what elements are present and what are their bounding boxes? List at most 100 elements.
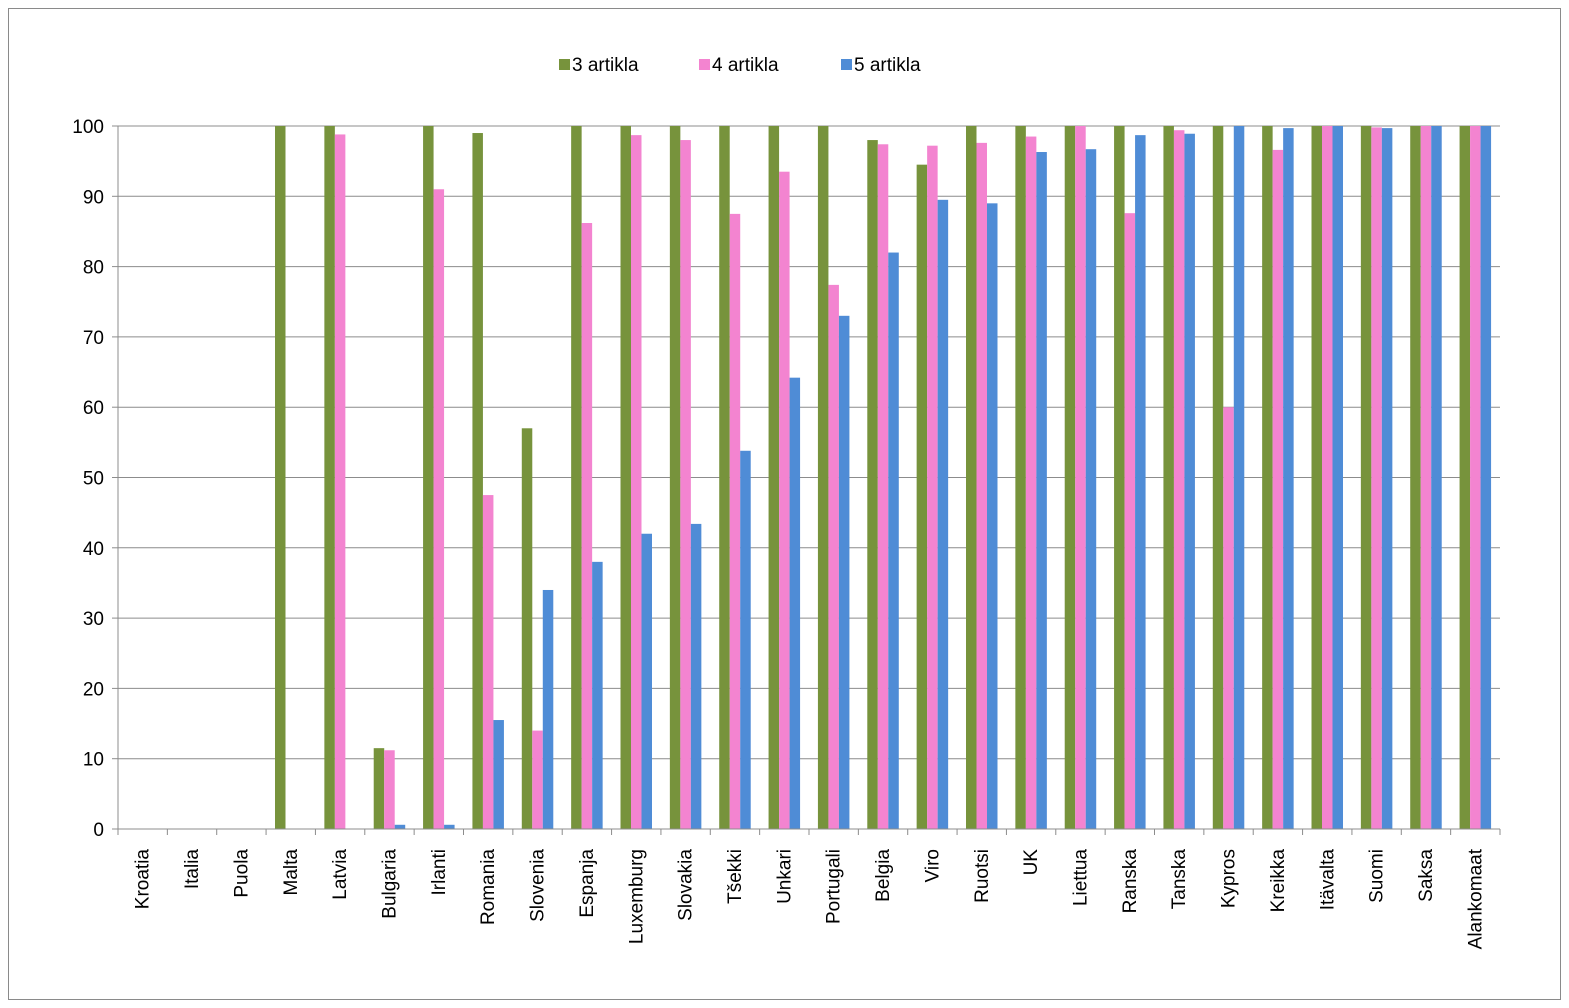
bar-kypros-4-artikla [1223,407,1234,829]
bar-slovakia-3-artikla [669,126,681,829]
bar-latvia-3-artikla [324,126,335,829]
y-tick-label-40: 40 [83,539,104,560]
legend-swatch-4-artikla [699,59,710,70]
bar-alankomaat-4-artikla [1470,126,1481,829]
bar-romania-4-artikla [482,495,494,829]
x-tick-label-malta: Malta [281,849,302,896]
x-tick-label-belgia: Belgia [873,849,894,902]
bar-luxemburg-5-artikla [641,533,652,829]
bar-ranska-4-artikla [1124,213,1136,829]
x-tick-label-viro: Viro [922,849,943,882]
bar-bulgaria-4-artikla [384,750,395,829]
bar-uk-3-artikla [1015,126,1026,829]
bar-ruotsi-5-artikla [987,203,998,829]
bar-it-valta-4-artikla [1322,126,1333,829]
x-tick-label-puola: Puola [231,849,252,898]
bar-kreikka-5-artikla [1283,128,1294,829]
bar-kypros-5-artikla [1233,126,1245,829]
x-tick-label-luxemburg: Luxemburg [626,849,647,944]
x-tick-label-portugali: Portugali [824,849,845,924]
legend-label-4-artikla: 4 artikla [712,55,779,76]
bar-liettua-5-artikla [1085,149,1097,830]
x-tick-label-tanska: Tanska [1169,849,1190,910]
bar-slovakia-5-artikla [690,523,702,829]
x-tick-label-italia: Italia [182,849,203,890]
x-tick-label-ruotsi: Ruotsi [972,849,993,903]
bar-ruotsi-3-artikla [966,126,977,829]
bar-unkari-3-artikla [768,126,780,829]
bar-luxemburg-4-artikla [631,135,642,829]
bar-bulgaria-3-artikla [373,748,385,829]
bar-unkari-5-artikla [789,377,801,829]
bars [275,126,1492,830]
x-tick-label-espanja: Espanja [577,849,598,918]
bar-alankomaat-5-artikla [1480,126,1492,829]
bar-it-valta-3-artikla [1311,126,1322,829]
y-tick-label-20: 20 [83,679,104,700]
bar-tanska-3-artikla [1163,126,1174,829]
bar-chart: 3 artikla 4 artikla 5 artikla 0 10 20 30 40 50 6… [72,55,1501,949]
y-tick-label-10: 10 [83,750,104,771]
bar-ranska-5-artikla [1135,135,1146,829]
bar-kreikka-4-artikla [1272,149,1284,830]
bar-saksa-4-artikla [1420,126,1432,829]
legend-label-5-artikla: 5 artikla [854,55,921,76]
x-tick-label-ranska: Ranska [1120,849,1141,914]
bar-viro-3-artikla [916,164,928,830]
y-tick-label-0: 0 [93,820,104,841]
x-tick-label-bulgaria: Bulgaria [379,849,400,919]
bar-belgia-3-artikla [867,140,878,829]
legend-label-3-artikla: 3 artikla [572,55,639,76]
bar-ranska-3-artikla [1114,126,1125,829]
bar-suomi-5-artikla [1381,128,1393,829]
legend: 3 artikla 4 artikla 5 artikla [559,55,921,76]
bar-alankomaat-3-artikla [1459,126,1471,829]
x-axis-ticks: Kroatia Italia Puola Malta Latvia Bulgaria Irl… [117,829,1501,949]
bar-espanja-4-artikla [581,223,593,829]
y-tick-label-50: 50 [83,469,104,490]
x-tick-label-t-ekki: Tšekki [725,849,746,904]
bar-suomi-4-artikla [1371,127,1382,829]
bar-espanja-5-artikla [592,561,603,829]
chart-frame: 3 artikla 4 artikla 5 artikla 0 10 20 30 40 50 6… [8,8,1561,1000]
bar-portugali-3-artikla [817,126,829,829]
bar-viro-5-artikla [937,199,949,829]
x-tick-label-kypros: Kypros [1219,849,1240,908]
x-tick-label-slovakia: Slovakia [676,849,697,921]
bar-bulgaria-5-artikla [394,824,406,829]
x-tick-label-slovenia: Slovenia [528,849,549,922]
bar-saksa-3-artikla [1410,126,1421,829]
bar-latvia-4-artikla [334,134,346,829]
bar-liettua-3-artikla [1064,126,1076,829]
bar-irlanti-4-artikla [433,189,445,829]
bar-uk-5-artikla [1036,152,1047,830]
y-tick-label-30: 30 [83,609,104,630]
x-tick-label-liettua: Liettua [1070,849,1091,906]
bar-luxemburg-3-artikla [620,126,631,829]
bar-portugali-4-artikla [828,284,839,829]
bar-slovenia-3-artikla [521,428,533,829]
x-tick-label-alankomaat: Alankomaat [1465,848,1486,949]
bar-kreikka-3-artikla [1262,126,1273,829]
bar-liettua-4-artikla [1075,126,1086,829]
bar-romania-5-artikla [493,720,504,829]
y-tick-label-60: 60 [83,398,104,419]
x-tick-label-irlanti: Irlanti [429,849,450,895]
bar-unkari-4-artikla [779,171,790,829]
bar-tanska-5-artikla [1184,133,1195,829]
y-tick-label-80: 80 [83,258,104,279]
bar-saksa-5-artikla [1431,126,1442,829]
bar-irlanti-3-artikla [423,126,434,829]
bar-ruotsi-4-artikla [976,142,987,829]
bar-it-valta-5-artikla [1332,126,1343,829]
x-tick-label-latvia: Latvia [330,849,351,900]
bar-tanska-4-artikla [1173,130,1185,829]
bar-kypros-3-artikla [1212,126,1224,829]
x-tick-label-saksa: Saksa [1416,849,1437,902]
bar-slovakia-4-artikla [680,140,691,829]
bar-espanja-3-artikla [571,126,582,829]
legend-swatch-3-artikla [559,59,570,70]
y-tick-label-70: 70 [83,328,104,349]
x-tick-label-kreikka: Kreikka [1268,849,1289,913]
x-tick-label-kroatia: Kroatia [133,849,154,910]
